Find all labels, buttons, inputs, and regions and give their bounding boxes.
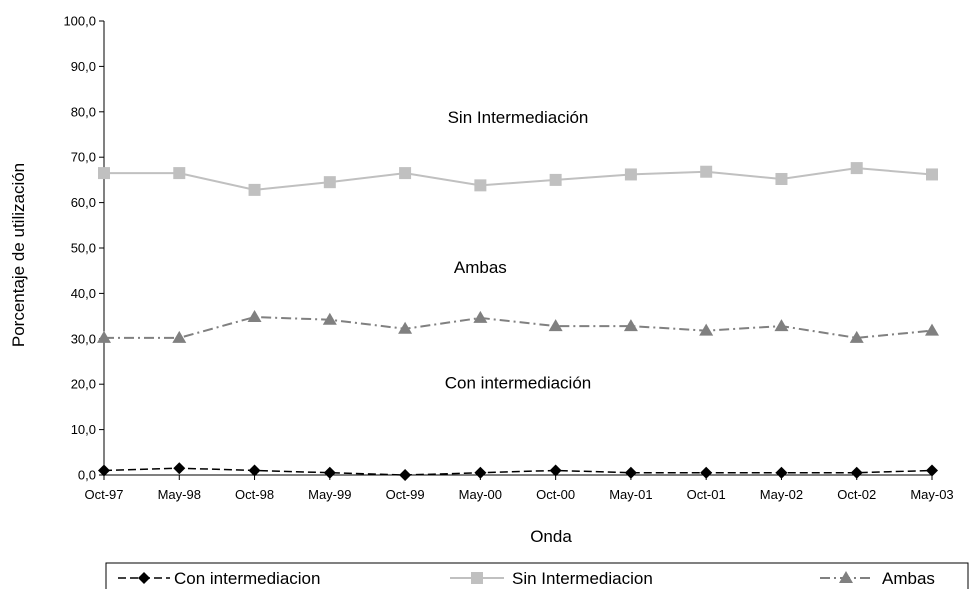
legend-box <box>105 562 969 589</box>
legend-marker <box>138 572 150 584</box>
data-point <box>248 464 261 477</box>
legend-item: Con intermediacion <box>118 569 320 588</box>
data-point <box>399 469 412 481</box>
y-tick-label: 60,0 <box>71 195 96 210</box>
series-0 <box>98 462 938 481</box>
data-point <box>173 462 186 475</box>
series-annotation: Ambas <box>454 258 507 277</box>
x-tick-label: May-99 <box>308 487 351 502</box>
x-tick-label: Oct-02 <box>837 487 876 502</box>
data-point <box>473 310 488 323</box>
data-point <box>323 176 336 189</box>
legend-marker <box>839 571 853 583</box>
data-point <box>926 168 938 181</box>
data-point <box>849 330 864 343</box>
x-tick-label: Oct-99 <box>386 487 425 502</box>
legend: Con intermediacion Sin Intermediacion Amba… <box>105 562 969 589</box>
data-point <box>323 466 336 479</box>
series-layer <box>97 162 939 481</box>
data-point <box>398 321 413 334</box>
x-tick-label: Oct-98 <box>235 487 274 502</box>
data-point <box>624 168 637 181</box>
legend-label: Con intermediacion <box>174 569 320 588</box>
data-point <box>700 165 713 178</box>
x-tick-label: Oct-00 <box>536 487 575 502</box>
series-line <box>104 316 933 339</box>
data-point <box>474 179 487 192</box>
series-line <box>104 167 933 191</box>
series-annotation: Con intermediación <box>445 374 591 393</box>
y-tick-label: 0,0 <box>78 468 96 483</box>
data-point <box>775 466 788 479</box>
y-tick-label: 70,0 <box>71 150 96 165</box>
data-point <box>850 162 863 175</box>
y-tick-label: 100,0 <box>63 14 96 29</box>
data-point <box>548 319 563 332</box>
data-point <box>775 172 788 185</box>
data-point <box>624 466 637 479</box>
legend-item: Ambas <box>820 569 935 588</box>
y-tick-label: 10,0 <box>71 422 96 437</box>
x-tick-label: Oct-01 <box>687 487 726 502</box>
data-point <box>173 167 186 180</box>
data-point <box>98 167 110 180</box>
data-point <box>926 464 938 477</box>
x-tick-label: May-02 <box>760 487 803 502</box>
y-tick-label: 90,0 <box>71 59 96 74</box>
data-point <box>474 466 487 479</box>
data-point <box>98 464 110 477</box>
y-tick-label: 40,0 <box>71 286 96 301</box>
x-tick-label: May-00 <box>459 487 502 502</box>
data-point <box>850 466 863 479</box>
x-axis-label: Onda <box>530 527 572 546</box>
data-point <box>549 464 562 477</box>
y-tick-label: 80,0 <box>71 104 96 119</box>
legend-label: Ambas <box>882 569 935 588</box>
legend-label: Sin Intermediacion <box>512 569 653 588</box>
x-axis: Oct-97 May-98 Oct-98 May-99 Oct-99 May-00 Oct-… <box>84 474 954 502</box>
data-point <box>399 167 412 180</box>
data-point <box>774 319 789 332</box>
data-point <box>700 466 713 479</box>
data-point <box>322 312 337 325</box>
data-point <box>549 173 562 186</box>
y-tick-label: 20,0 <box>71 377 96 392</box>
series-2 <box>97 310 939 343</box>
series-annotation: Sin Intermediación <box>448 108 589 127</box>
x-tick-label: May-03 <box>910 487 953 502</box>
annotation-layer: Sin Intermediación Ambas Con intermediació… <box>445 108 591 393</box>
x-tick-label: May-98 <box>158 487 201 502</box>
x-tick-label: May-01 <box>609 487 652 502</box>
data-point <box>623 319 638 332</box>
data-point <box>247 310 262 323</box>
legend-marker <box>471 572 483 584</box>
series-1 <box>98 162 938 196</box>
legend-item: Sin Intermediacion <box>450 569 653 588</box>
y-tick-label: 50,0 <box>71 241 96 256</box>
series-line <box>103 467 933 476</box>
y-tick-label: 30,0 <box>71 331 96 346</box>
y-axis: 0,0 10,0 20,0 30,0 40,0 50,0 60,0 70,0 80,0 90,0 1… <box>63 14 105 483</box>
data-point <box>248 183 261 196</box>
data-point <box>925 323 939 336</box>
x-tick-label: Oct-97 <box>84 487 123 502</box>
data-point <box>699 323 714 336</box>
data-point <box>97 330 111 343</box>
data-point <box>172 330 187 343</box>
y-axis-label: Porcentaje de utilización <box>9 163 28 347</box>
